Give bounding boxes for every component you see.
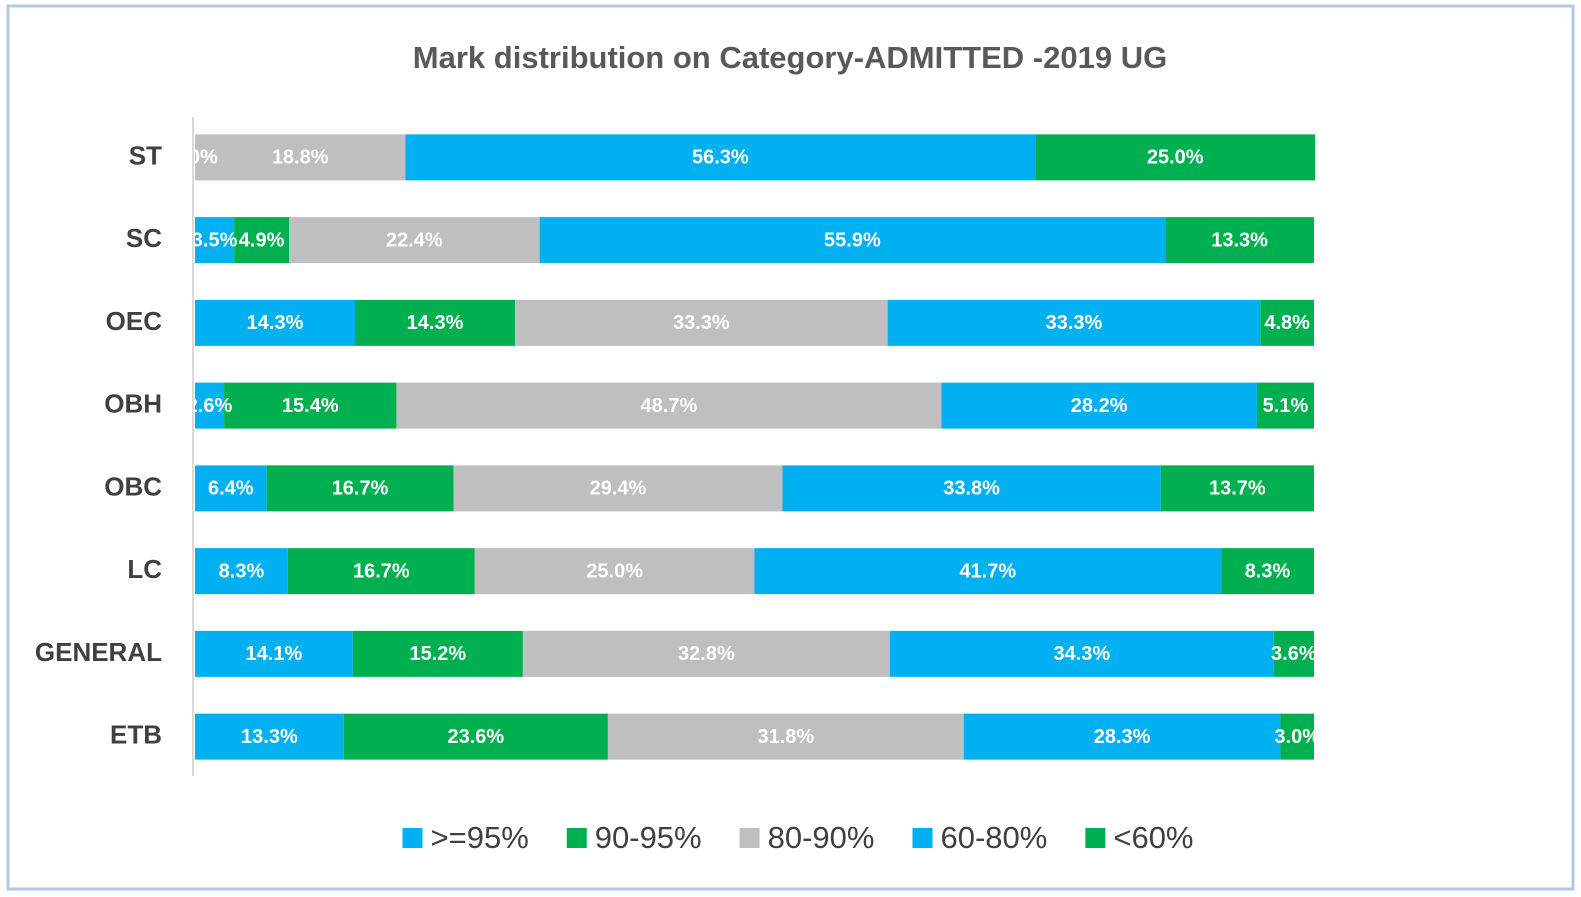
data-label: 3.0% — [1274, 726, 1320, 748]
data-label: 16.7% — [332, 478, 389, 500]
data-label: 25.0% — [1147, 147, 1204, 169]
bar-segment — [195, 299, 356, 346]
data-label: 33.3% — [1046, 312, 1103, 334]
bar-segment — [453, 465, 783, 512]
bar-segment — [352, 630, 523, 677]
data-label: 14.3% — [247, 312, 304, 334]
bar-segment — [195, 465, 267, 512]
bar-segment — [1280, 713, 1314, 760]
bar-segment — [1273, 630, 1314, 677]
data-label: 8.3% — [1245, 560, 1291, 582]
bar-segment — [941, 382, 1257, 429]
data-label: 22.4% — [386, 229, 443, 251]
bar-segment — [405, 134, 1036, 181]
bar-segment — [195, 217, 235, 264]
bar-segment — [754, 548, 1222, 595]
data-label: 2.6% — [187, 395, 233, 417]
bar-segment — [539, 217, 1166, 264]
legend-label: 60-80% — [940, 820, 1047, 855]
bar-segment — [607, 713, 964, 760]
data-label: 16.7% — [353, 560, 410, 582]
bar-segment — [1260, 299, 1314, 346]
bar-segment — [887, 299, 1261, 346]
data-label: 14.1% — [246, 643, 303, 665]
data-label: 13.3% — [241, 726, 298, 748]
y-tick-label: OBH — [104, 389, 162, 419]
y-tick-label: ETB — [110, 720, 162, 750]
data-label: 4.9% — [239, 229, 285, 251]
data-label: 3.6% — [1271, 643, 1317, 665]
data-label: 13.7% — [1209, 478, 1266, 500]
bar-segment — [343, 713, 608, 760]
data-label: 0.0% — [172, 147, 218, 169]
data-label: 4.8% — [1264, 312, 1310, 334]
data-label: 29.4% — [590, 478, 647, 500]
y-tick-label: LC — [127, 554, 162, 584]
bar-segment — [1160, 465, 1314, 512]
legend-label: 90-95% — [595, 820, 702, 855]
data-label: 3.5% — [192, 229, 238, 251]
y-tick-label: SC — [126, 223, 162, 253]
bar-segment — [963, 713, 1281, 760]
data-label: 55.9% — [824, 229, 881, 251]
bar-segment — [1035, 134, 1316, 181]
legend-swatch — [912, 828, 933, 848]
data-label: 33.8% — [943, 478, 1000, 500]
data-label: 28.3% — [1094, 726, 1151, 748]
bar-segment — [224, 382, 397, 429]
y-tick-label: OEC — [106, 306, 163, 336]
data-label: 15.4% — [282, 395, 339, 417]
legend-swatch — [566, 828, 587, 848]
bar-segment — [522, 630, 890, 677]
data-label: 28.2% — [1071, 395, 1128, 417]
bar-segment — [474, 548, 755, 595]
legend-swatch — [1085, 828, 1106, 848]
bar-segment — [195, 630, 353, 677]
bar-segment — [1221, 548, 1314, 595]
bar-segment — [515, 299, 888, 346]
data-label: 31.8% — [757, 726, 814, 748]
data-label: 41.7% — [959, 560, 1016, 582]
data-label: 6.4% — [208, 478, 254, 500]
chart-title: Mark distribution on Category-ADMITTED -… — [413, 40, 1167, 75]
data-label: 48.7% — [641, 395, 698, 417]
bar-segment — [195, 134, 406, 181]
data-label: 0.0% — [172, 147, 218, 169]
bar-segment — [396, 382, 942, 429]
legend-swatch — [402, 828, 423, 848]
bar-segment — [1256, 382, 1314, 429]
legend-label: >=95% — [431, 820, 529, 855]
data-label: 56.3% — [692, 147, 749, 169]
data-label: 33.3% — [673, 312, 730, 334]
data-label: 14.3% — [407, 312, 464, 334]
bar-segment — [288, 217, 540, 264]
legend-label: 80-90% — [768, 820, 875, 855]
bar-segment — [234, 217, 289, 264]
data-label: 23.6% — [448, 726, 505, 748]
data-label: 15.2% — [409, 643, 466, 665]
y-tick-label: GENERAL — [35, 637, 162, 667]
legend-label: <60% — [1113, 820, 1193, 855]
data-label: 13.3% — [1211, 229, 1268, 251]
data-label: 32.8% — [678, 643, 735, 665]
bar-segment — [889, 630, 1274, 677]
bar-segment — [266, 465, 454, 512]
y-tick-label: OBC — [104, 471, 162, 501]
bar-segment — [195, 548, 288, 595]
bar-segment — [195, 382, 225, 429]
y-tick-label: ST — [129, 140, 162, 170]
bar-segment — [1165, 217, 1314, 264]
data-label: 5.1% — [1263, 395, 1309, 417]
bar-segment — [287, 548, 475, 595]
bar-segment — [195, 713, 344, 760]
bar-segment — [355, 299, 516, 346]
bar-segment — [782, 465, 1161, 512]
data-label: 8.3% — [219, 560, 265, 582]
legend-swatch — [739, 828, 760, 848]
data-label: 34.3% — [1053, 643, 1110, 665]
data-label: 25.0% — [586, 560, 643, 582]
data-label: 18.8% — [272, 147, 329, 169]
